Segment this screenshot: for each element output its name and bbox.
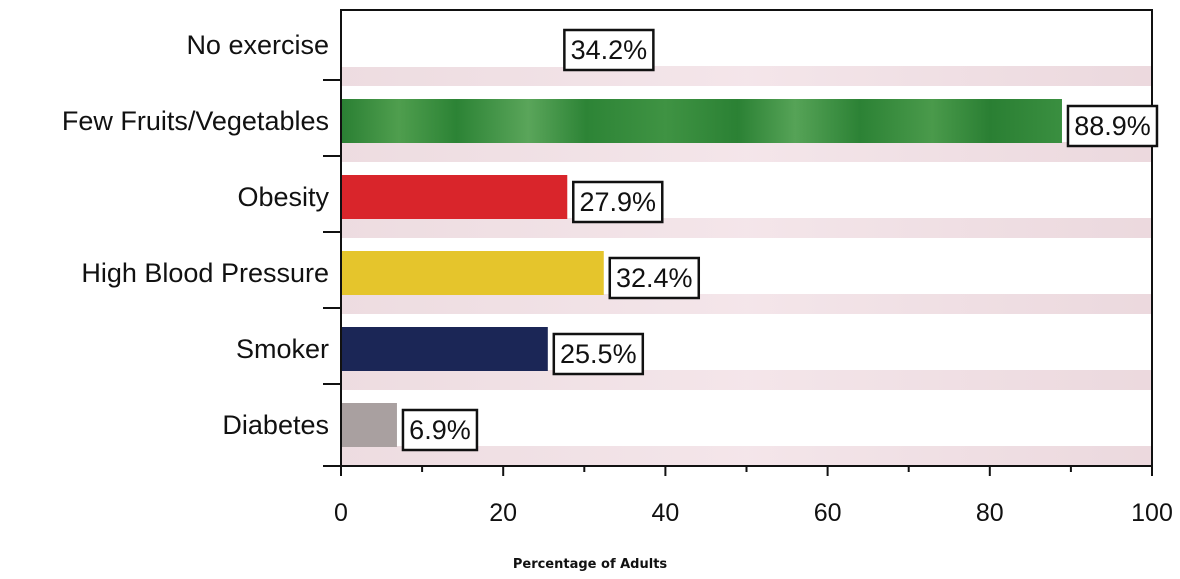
data-label-box <box>552 332 645 376</box>
background-band <box>341 66 1152 86</box>
data-label-box <box>608 256 701 300</box>
x-tick-label: 40 <box>651 499 679 527</box>
x-tick-label: 80 <box>976 499 1004 527</box>
bar <box>341 99 1062 143</box>
background-band <box>341 370 1152 390</box>
data-label: 34.2% <box>571 35 648 65</box>
data-label-box <box>1066 104 1159 148</box>
x-tick-label: 100 <box>1131 499 1173 527</box>
category-label: High Blood Pressure <box>81 258 329 288</box>
data-label: 25.5% <box>560 339 637 369</box>
category-label: Smoker <box>236 334 329 364</box>
data-label: 32.4% <box>616 263 693 293</box>
background-band <box>341 142 1152 162</box>
background-band <box>341 294 1152 314</box>
x-tick-label: 20 <box>489 499 517 527</box>
category-label: Diabetes <box>222 410 329 440</box>
data-label: 88.9% <box>1074 111 1151 141</box>
category-label: Few Fruits/Vegetables <box>62 106 329 136</box>
bar <box>341 251 604 295</box>
data-label: 6.9% <box>409 415 471 445</box>
category-label: Obesity <box>237 182 329 212</box>
x-tick-label: 60 <box>814 499 842 527</box>
data-label-box <box>401 408 479 452</box>
data-label: 27.9% <box>579 187 656 217</box>
background-band <box>341 218 1152 238</box>
x-axis-label: Percentage of Adults <box>512 557 668 572</box>
background-band <box>341 446 1152 466</box>
category-label: No exercise <box>186 30 329 60</box>
bar <box>341 327 548 371</box>
bar <box>341 175 568 219</box>
plot-area <box>341 66 1152 466</box>
x-tick-label: 0 <box>334 499 348 527</box>
data-label-box <box>563 28 655 72</box>
data-label-box <box>572 180 664 224</box>
bar <box>341 403 397 447</box>
